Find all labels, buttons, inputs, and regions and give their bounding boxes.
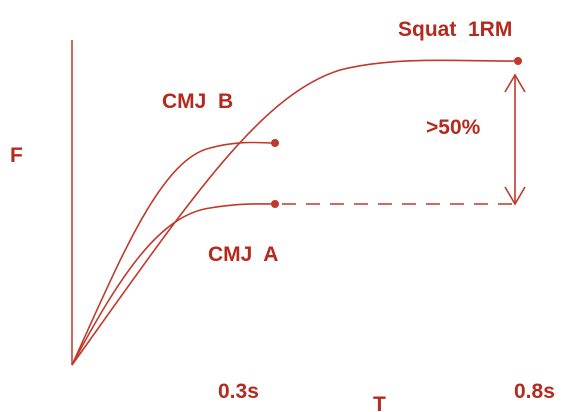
curve-cmj-a <box>71 203 276 366</box>
cmj-b-endpoint-marker <box>271 139 279 147</box>
curve-cmj-b <box>71 141 276 366</box>
squat-endpoint-marker <box>514 57 522 65</box>
x-axis-label: T <box>373 393 386 412</box>
squat-1rm-label: Squat 1RM <box>398 18 512 41</box>
tick-label-0-3s: 0.3s <box>218 380 259 403</box>
curve-squat-1rm <box>71 59 519 366</box>
tick-label-0-8s: 0.8s <box>514 380 555 403</box>
cmj-a-endpoint-marker <box>271 200 279 208</box>
difference-label: >50% <box>426 116 481 139</box>
cmj-a-label: CMJ A <box>208 243 278 266</box>
difference-arrow <box>504 73 526 206</box>
cmj-b-label: CMJ B <box>162 90 233 113</box>
y-axis-label: F <box>10 144 23 167</box>
